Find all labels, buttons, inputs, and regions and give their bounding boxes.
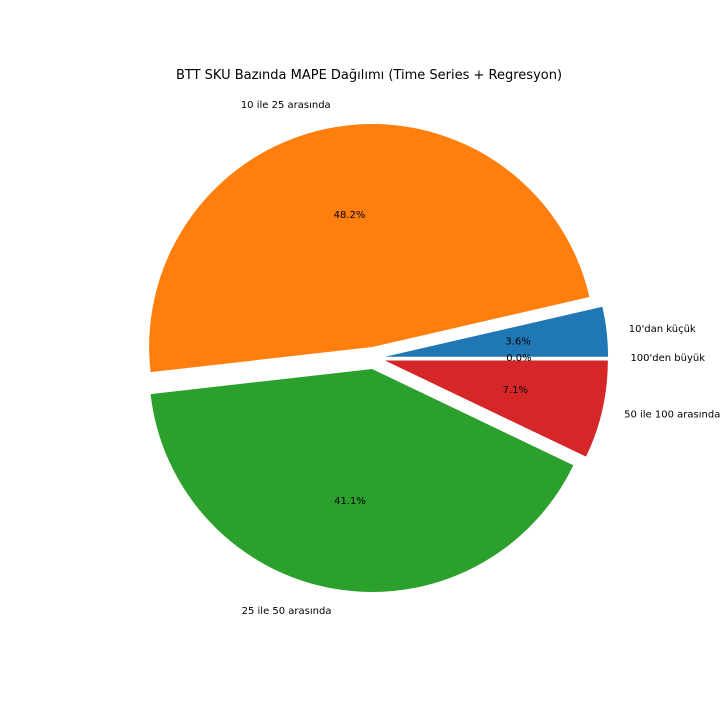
pie-slice-10-ile-25-arasinda — [149, 124, 590, 373]
slice-label-10-dan-kucuk: 10'dan küçük — [629, 324, 696, 335]
pie-labels: 10'dan küçük 3.6% 10 ile 25 arasında 48.2% 2… — [241, 100, 720, 617]
slice-label-10-ile-25-arasinda: 10 ile 25 arasında — [241, 100, 331, 111]
pct-label-10-ile-25-arasinda: 48.2% — [334, 210, 366, 221]
pct-label-100-den-buyuk: 0.0% — [506, 353, 531, 364]
slice-label-25-ile-50-arasinda: 25 ile 50 arasında — [242, 606, 332, 617]
chart-title: BTT SKU Bazında MAPE Dağılımı (Time Seri… — [176, 68, 562, 83]
pie-slice-50-ile-100-arasinda — [384, 360, 608, 457]
pie-slice-10-dan-kucuk — [385, 306, 609, 357]
slice-label-100-den-buyuk: 100'den büyük — [630, 353, 705, 364]
pct-label-25-ile-50-arasinda: 41.1% — [334, 496, 366, 507]
pie-slices — [149, 124, 609, 592]
pct-label-50-ile-100-arasinda: 7.1% — [503, 385, 528, 396]
slice-label-50-ile-100-arasinda: 50 ile 100 arasında — [624, 410, 720, 421]
pct-label-10-dan-kucuk: 3.6% — [505, 337, 530, 348]
pie-slice-25-ile-50-arasinda — [150, 368, 574, 592]
